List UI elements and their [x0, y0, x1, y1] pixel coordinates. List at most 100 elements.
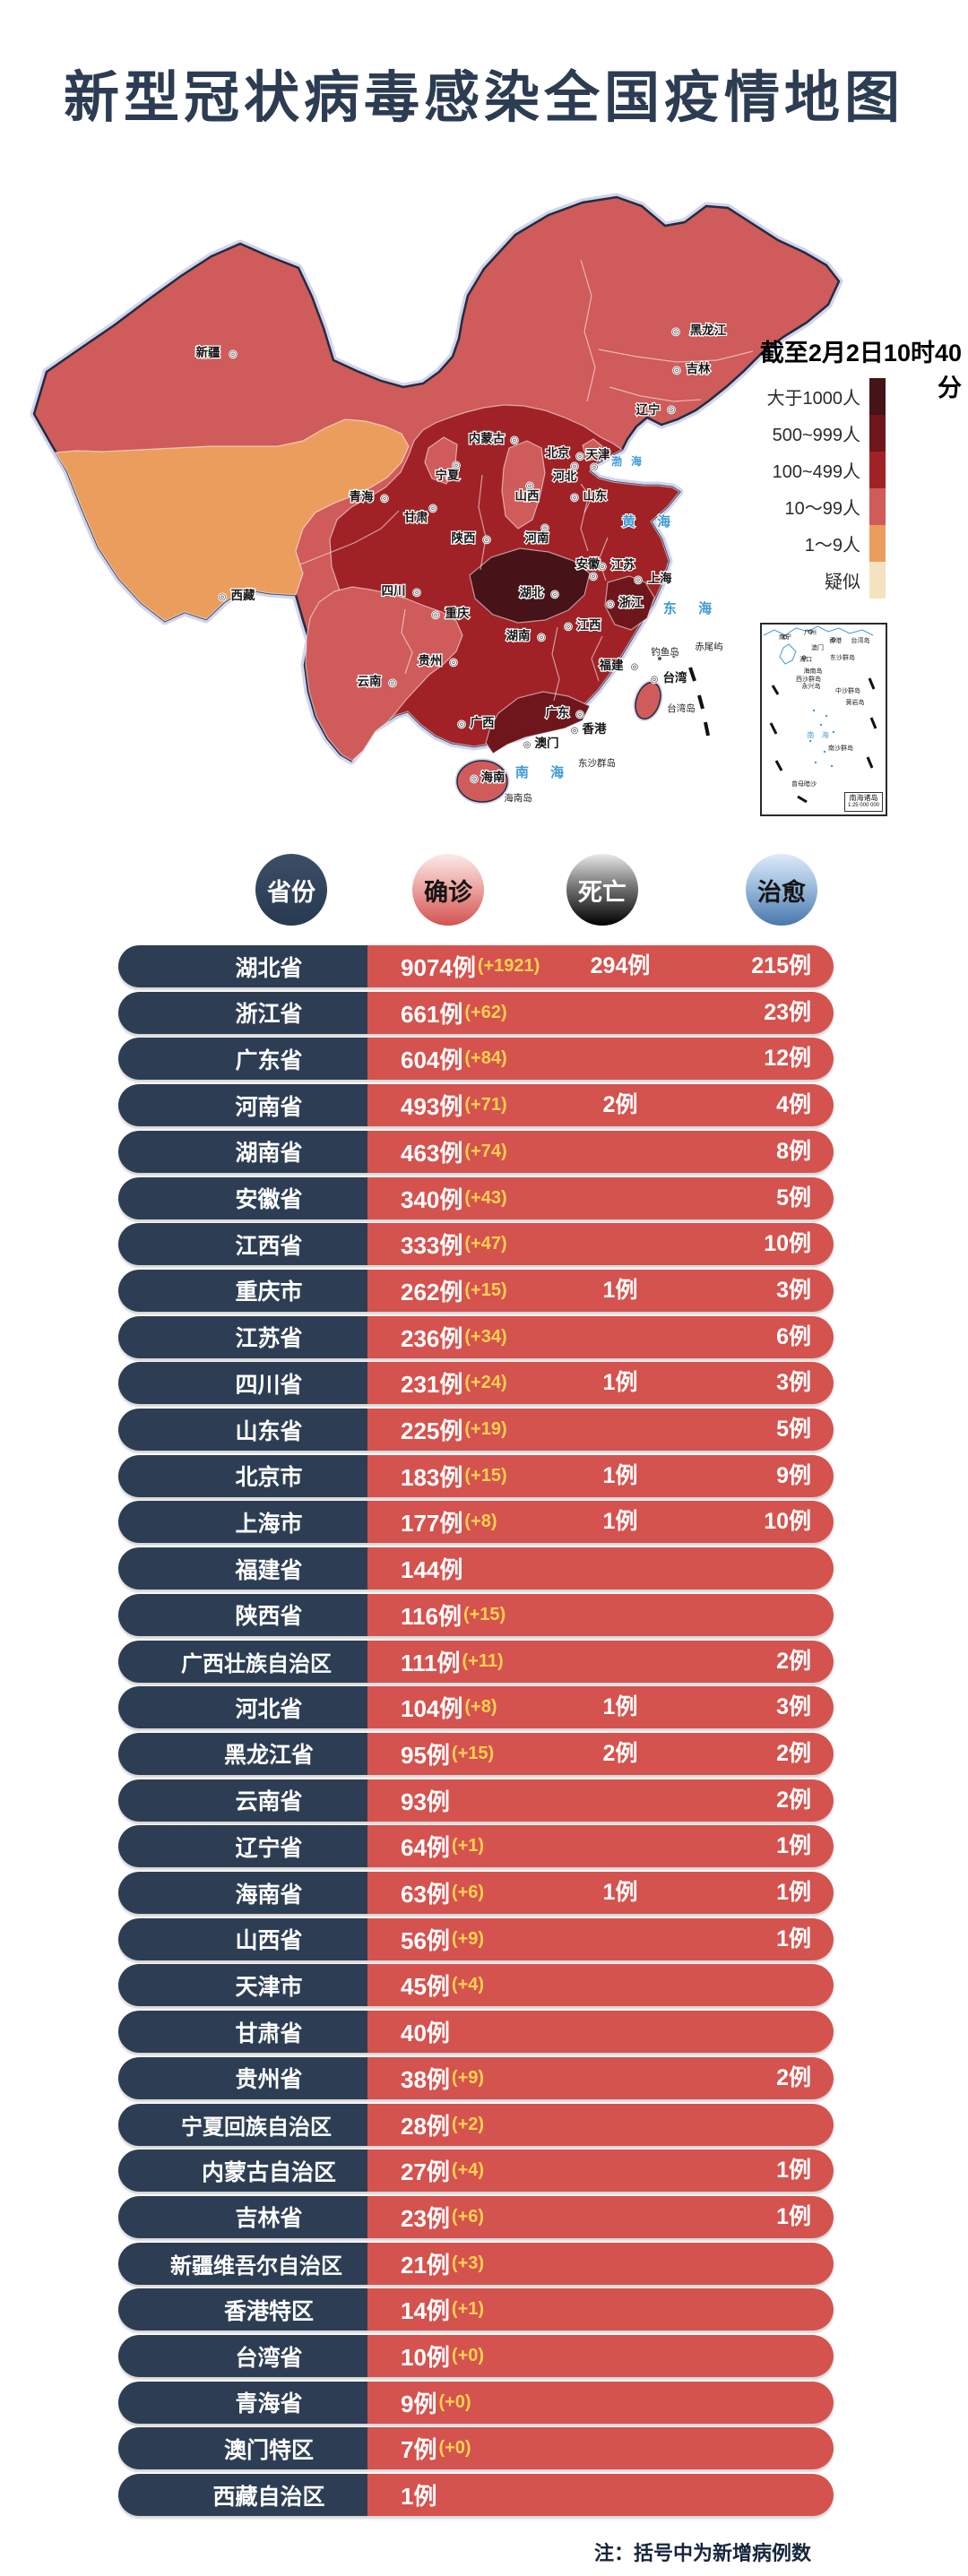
province-label: 江苏 — [611, 557, 636, 572]
new-cases-value: (+62) — [464, 1002, 507, 1022]
cured-value: 1例 — [776, 1833, 811, 1859]
province-marker-icon: ◎ — [229, 349, 238, 359]
inset-label: 永兴岛 — [802, 682, 821, 690]
china-map: 新疆 ◎黑龙江◎吉林◎辽宁 ◎内蒙古 ◎北京 ◎ 天津◎河北◎山西◎宁夏◎青海 ◎甘肃◎陕西… — [30, 193, 843, 805]
map-islands — [454, 654, 710, 805]
confirmed-value: 38例 (+9) — [401, 2065, 485, 2093]
province-label: 天津 — [586, 447, 611, 461]
table-row: 海南省 63例 (+6) 1例 1例 — [118, 1872, 834, 1914]
province-label: 云南 — [358, 674, 382, 688]
confirmed-value: 10例 (+0) — [401, 2344, 485, 2371]
confirmed-value: 9例 (+0) — [401, 2390, 471, 2417]
table-row: 陕西省 116例 (+15) — [118, 1593, 834, 1636]
inset-label: 广州 — [804, 628, 817, 636]
confirmed-value: 45例 (+4) — [401, 1973, 485, 2001]
province-name: 新疆维吾尔自治区 — [118, 2242, 367, 2285]
table-row: 澳门特区 7例 (+0) — [118, 2427, 834, 2470]
column-header-red: 确诊 — [412, 854, 484, 926]
legend-swatch — [869, 452, 886, 488]
province-name: 重庆市 — [118, 1269, 367, 1312]
new-cases-value: (+4) — [451, 1975, 485, 1995]
cured-value: 9例 — [776, 1462, 811, 1488]
inset-label: 中沙群岛 — [835, 686, 860, 694]
new-cases-value: (+9) — [451, 1928, 485, 1949]
province-marker-icon: ◎ — [571, 726, 579, 736]
inset-label: 南宁 — [779, 633, 791, 641]
new-cases-value: (+15) — [464, 1465, 507, 1486]
table-row: 四川省 231例 (+24) 1例 3例 — [118, 1362, 834, 1405]
province-label: 台湾 — [663, 670, 688, 685]
inset-label: 台湾岛 — [851, 636, 870, 644]
cured-value: 12例 — [764, 1046, 811, 1072]
province-name: 黑龙江省 — [118, 1732, 367, 1775]
province-label: 广西 — [471, 715, 495, 729]
province-label: 宁夏 — [436, 468, 461, 482]
confirmed-value: 95例 (+15) — [401, 1741, 495, 1769]
province-marker-icon: ◎ — [429, 504, 437, 513]
confirmed-value: 604例 (+84) — [401, 1047, 507, 1074]
confirmed-value: 28例 (+2) — [401, 2112, 485, 2140]
confirmed-value: 93例 — [401, 1788, 450, 1815]
new-cases-value: (+15) — [451, 1743, 495, 1763]
confirmed-value: 340例 (+43) — [401, 1185, 507, 1213]
province-label: 北京 — [546, 445, 570, 460]
new-cases-value: (+6) — [451, 1882, 485, 1902]
province-label: 澳门 — [535, 736, 559, 750]
cured-value: 8例 — [776, 1138, 811, 1164]
province-name: 广西壮族自治区 — [118, 1640, 367, 1683]
new-cases-value: (+8) — [464, 1697, 497, 1718]
table-row: 内蒙古自治区 27例 (+4) 1例 — [118, 2150, 834, 2193]
table-row: 湖北省 9074例 (+1921) 294例 215例 — [118, 945, 834, 987]
confirmed-value: 23例 (+6) — [401, 2204, 485, 2232]
province-marker-icon: ◎ — [576, 710, 584, 719]
inset-label: 东沙群岛 — [830, 653, 855, 661]
new-cases-value: (+1) — [451, 2299, 485, 2320]
table-row: 浙江省 661例 (+62) 23例 — [118, 991, 834, 1034]
province-label: 黑龙江 — [690, 323, 727, 337]
province-name: 湖南省 — [118, 1130, 367, 1173]
cured-value: 2例 — [776, 2064, 811, 2090]
confirmed-value: 104例 (+8) — [401, 1695, 497, 1723]
legend-label: 1～9人 — [804, 536, 860, 556]
inset-label: 黄岩岛 — [846, 698, 865, 706]
province-name: 北京市 — [118, 1454, 367, 1497]
sea-label: 东 海 — [663, 600, 721, 616]
island-label: 海南岛 — [504, 792, 532, 804]
inset-label: 海南岛 — [804, 667, 823, 675]
province-marker-icon: ◎ — [576, 452, 584, 461]
province-label: 甘肃 — [404, 510, 428, 524]
map-zones — [54, 259, 754, 762]
table-row: 甘肃省 40例 — [118, 2011, 834, 2054]
legend-swatch — [869, 562, 886, 599]
confirmed-value: 225例 (+19) — [401, 1417, 507, 1444]
province-marker-icon: ◎ — [450, 658, 458, 668]
province-name: 青海省 — [118, 2381, 367, 2424]
cured-value: 2例 — [776, 1740, 811, 1766]
province-name: 四川省 — [118, 1362, 367, 1405]
province-name: 西藏自治区 — [118, 2474, 367, 2517]
table-row: 安徽省 340例 (+43) 5例 — [118, 1176, 834, 1219]
sea-label: 黄 海 — [622, 513, 679, 530]
confirmed-value: 183例 (+15) — [401, 1463, 507, 1491]
province-name: 安徽省 — [118, 1176, 367, 1219]
zone-ningxia — [424, 436, 458, 485]
cured-value: 3例 — [776, 1694, 811, 1720]
cured-value: 1例 — [776, 2203, 811, 2229]
province-marker-icon: ◎ — [672, 327, 680, 337]
deaths-value: 1例 — [602, 1880, 638, 1905]
province-label: 湖南 — [506, 628, 531, 642]
table-row: 江苏省 236例 (+34) 6例 — [118, 1315, 834, 1358]
province-label: 江西 — [577, 617, 601, 632]
province-name: 河南省 — [118, 1084, 367, 1127]
table-row: 天津市 45例 (+4) — [118, 1964, 834, 2007]
province-label: 福建 — [599, 658, 625, 672]
footnote: 注：括号中为新增病例数 — [593, 2542, 811, 2564]
province-name: 甘肃省 — [118, 2011, 367, 2054]
new-cases-value: (+11) — [462, 1650, 504, 1671]
province-label: 内蒙古 — [469, 431, 506, 445]
cured-value: 23例 — [764, 999, 811, 1025]
table-row: 湖南省 463例 (+74) 8例 — [118, 1130, 834, 1173]
island-label: 东沙群岛 — [578, 757, 616, 769]
new-cases-value: (+9) — [451, 2067, 485, 2088]
province-name: 上海市 — [118, 1501, 367, 1544]
